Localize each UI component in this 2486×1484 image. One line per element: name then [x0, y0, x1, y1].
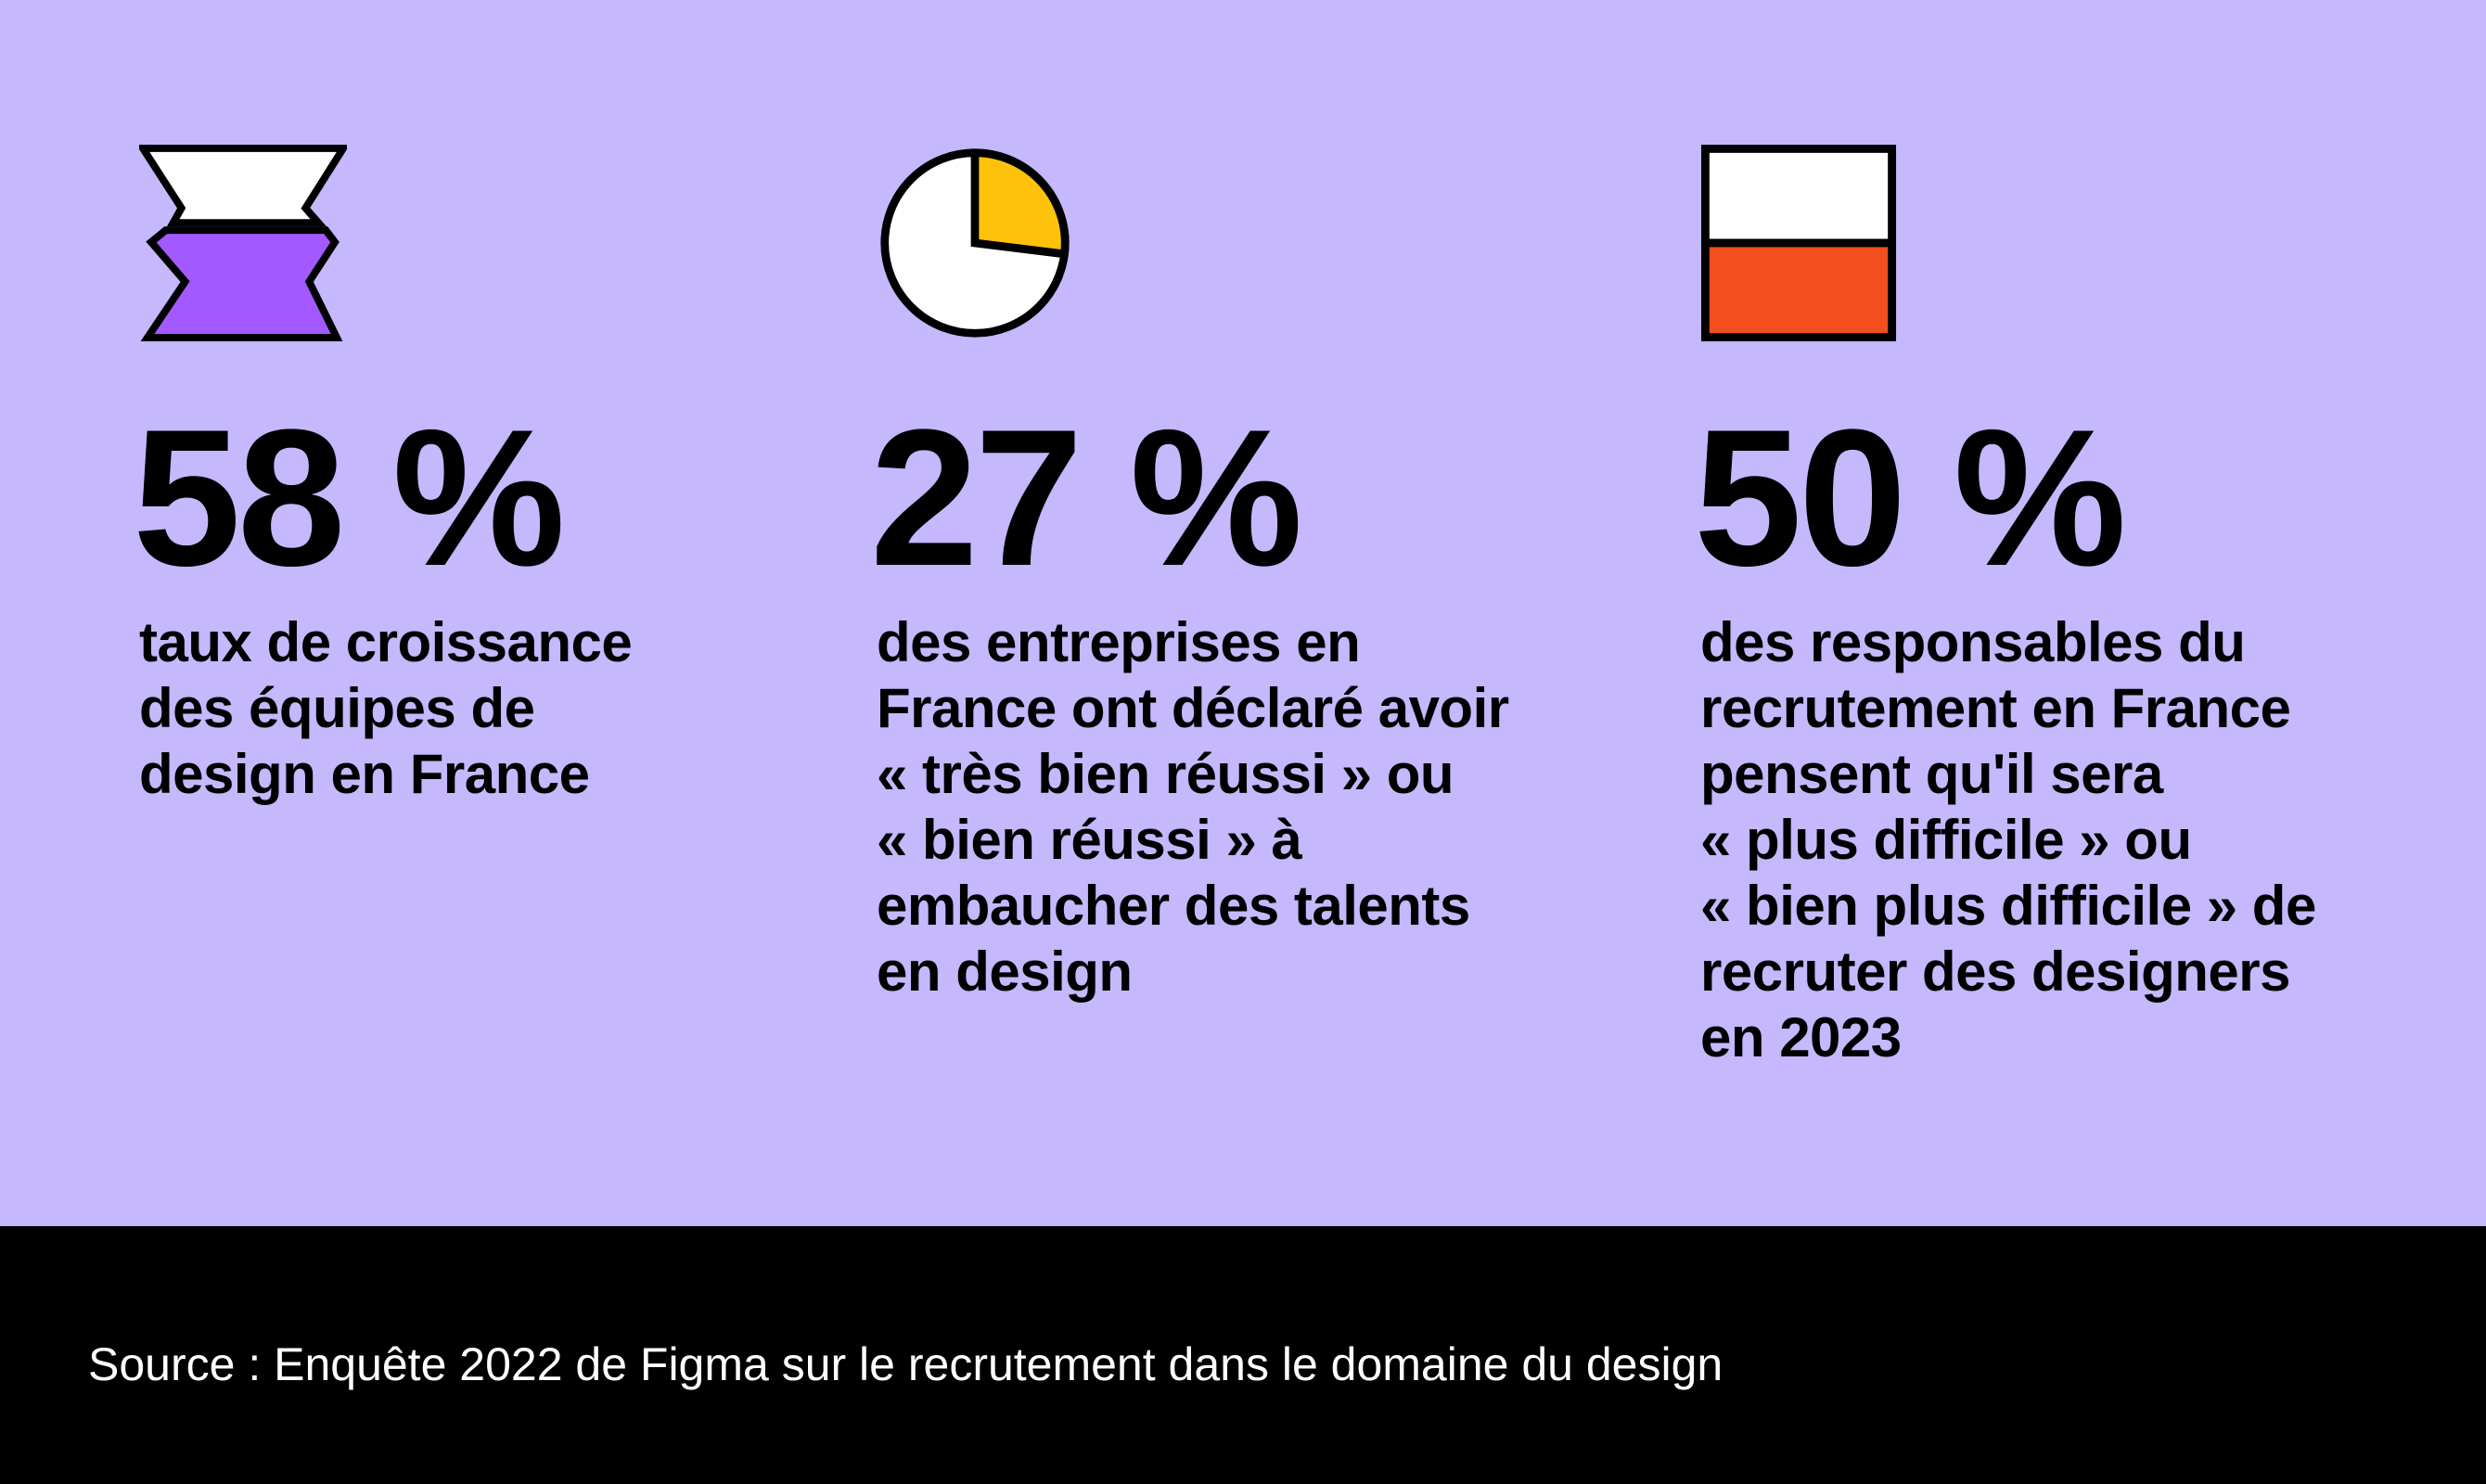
- pie-wedge-27: [970, 148, 1070, 259]
- stat-value-50: 50 %: [1694, 389, 2127, 607]
- half-filled-square-icon: [1700, 145, 2405, 341]
- stat-value-58: 58 %: [133, 389, 566, 607]
- stat-column-growth: 58 % taux de croissance des équipes de d…: [133, 145, 788, 807]
- stat-value-27: 27 %: [870, 389, 1303, 607]
- pie-chart-icon: [877, 145, 1563, 341]
- stat-column-hiring-success: 27 % des entreprises en France ont décla…: [870, 145, 1563, 1004]
- stat-description-58: taux de croissance des équipes de design…: [139, 611, 633, 805]
- stat-column-recruiting-difficulty: 50 % des responsables du recrutement en …: [1694, 145, 2405, 1070]
- hourglass-icon: [139, 145, 788, 341]
- stat-description-50: des responsables du recrutement en Franc…: [1700, 611, 2316, 1068]
- source-bar: Source : Enquête 2022 de Figma sur le re…: [0, 1226, 2486, 1484]
- square-top-half: [1700, 145, 1897, 248]
- source-text: Source : Enquête 2022 de Figma sur le re…: [88, 1338, 1724, 1390]
- square-bottom-half: [1700, 238, 1897, 341]
- stat-description-27: des entreprises en France ont déclaré av…: [877, 611, 1509, 1003]
- hourglass-bottom-shape: [140, 226, 343, 341]
- hourglass-top-shape: [139, 145, 347, 227]
